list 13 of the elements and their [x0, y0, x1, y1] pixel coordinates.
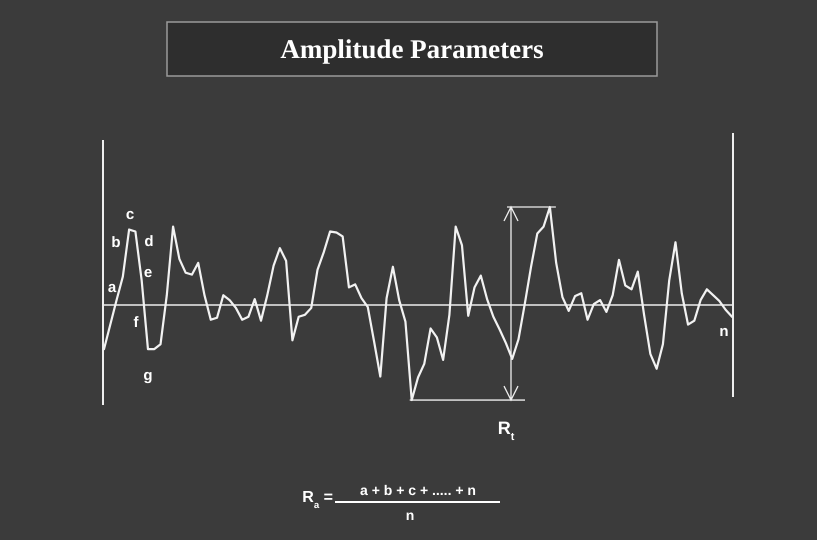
text: R$_{a}$ =	[302, 489, 333, 510]
text: n	[406, 507, 414, 523]
annotation: f	[134, 314, 140, 331]
annotation: c	[126, 206, 134, 223]
text: a + b + c + ..... + n	[360, 482, 476, 498]
annotation: a	[108, 279, 117, 296]
annotation: g	[143, 367, 153, 384]
chart-title: Amplitude Parameters	[280, 34, 544, 64]
annotation: d	[144, 233, 154, 250]
text: R$_{t}$	[498, 418, 515, 443]
annotation: e	[144, 264, 152, 281]
annotation: b	[111, 234, 121, 251]
annotation: n	[719, 323, 729, 340]
